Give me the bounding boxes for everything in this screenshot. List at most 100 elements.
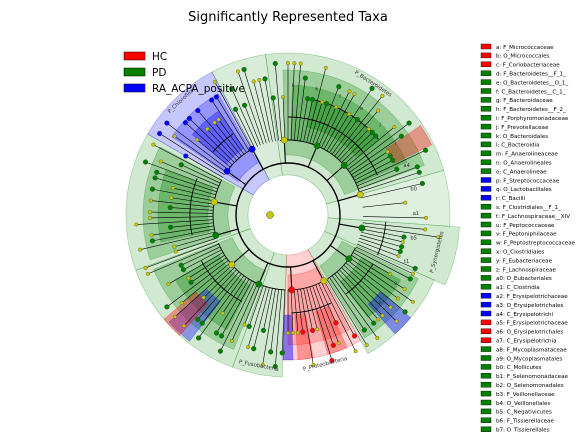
tree-node-11 (151, 142, 156, 147)
clade-letter-9: b5 (410, 235, 417, 241)
tree-node-34 (270, 95, 276, 101)
tree-node-140 (149, 233, 154, 238)
tree-branch-26 (235, 109, 255, 148)
tree-branch-75 (360, 234, 402, 248)
key-label-18: s: F_Clostridiales__F_1_ (496, 205, 561, 211)
tree-branch-67 (359, 172, 420, 193)
tree-node-119 (213, 330, 220, 336)
tree-branch-3 (171, 197, 214, 205)
tree-spoke-6 (337, 194, 361, 202)
clade-sector-15 (191, 110, 244, 164)
tree-node-4 (149, 186, 155, 192)
key-swatch-21 (480, 230, 492, 237)
tree-branch-28 (244, 105, 261, 146)
tree-branch-40 (297, 78, 306, 141)
tree-node-130 (186, 276, 191, 281)
legend-label-2: RA_ACPA_positive (152, 83, 245, 95)
tree-arc-4 (345, 263, 374, 295)
tree-node-107 (279, 350, 285, 356)
tree-node-1 (167, 205, 173, 211)
tree-branch-105 (290, 289, 294, 333)
tree-node-76 (397, 248, 403, 255)
taxa-key: a: F_Micrococcaceae b: O_Micrococcales c: … (480, 43, 576, 432)
tree-node-106 (286, 331, 290, 335)
tree-branch-141 (170, 222, 214, 228)
tree-node-133 (178, 262, 184, 268)
key-label-11: l: C_Bacteroidia (496, 143, 540, 149)
tree-node-24 (213, 94, 220, 100)
tree-branch-24 (216, 96, 250, 152)
key-swatch-37 (480, 373, 492, 379)
tree-branch-11 (153, 144, 222, 181)
tree-branch-29 (237, 71, 264, 145)
tree-node-103 (300, 329, 306, 335)
tree-branch-21 (214, 122, 242, 157)
tree-node-68 (419, 180, 425, 187)
tree-branch-124 (183, 269, 237, 327)
key-swatch-25 (480, 266, 492, 272)
tree-branch-128 (166, 260, 229, 308)
tree-node-97 (336, 341, 341, 346)
key-label-28: a2: F_Erysipelotrichaceae (496, 294, 568, 300)
tree-spoke-10 (290, 266, 293, 290)
clade-sector-2 (324, 217, 460, 286)
tree-node-50 (347, 112, 352, 117)
tree-branch-89 (336, 271, 379, 320)
tree-branch-84 (347, 260, 399, 299)
tree-spoke-9 (312, 260, 325, 282)
tree-branch-15 (166, 122, 229, 170)
tree-branch-43 (306, 67, 327, 143)
tree-arc-7 (218, 242, 261, 285)
key-swatch-2 (480, 61, 492, 67)
clade-sector-3 (307, 230, 435, 354)
inner-node-9 (320, 277, 328, 285)
tree-node-3 (169, 195, 174, 200)
key-label-17: r: C_Bacilli (496, 196, 526, 202)
tree-arc-10 (189, 178, 198, 236)
tree-branch-12 (185, 155, 224, 178)
inner-node-7 (358, 224, 366, 232)
tree-branch-47 (318, 107, 337, 147)
tree-branch-8 (145, 161, 218, 190)
tree-branch-32 (259, 79, 273, 142)
key-label-41: b5: C_Negativicutes (496, 410, 552, 416)
key-label-33: a7: C_Erysipelotrichia (496, 339, 557, 345)
tree-spoke-5 (326, 164, 345, 182)
tree-branch-4 (152, 188, 215, 202)
tree-branch-139 (152, 228, 215, 242)
tree-branch-103 (297, 289, 304, 333)
tree-branch-79 (355, 246, 413, 275)
tree-branch-101 (303, 288, 313, 331)
key-swatch-29 (480, 301, 492, 308)
tree-node-61 (385, 149, 390, 154)
tree-node-23 (209, 97, 215, 103)
inner-node-0 (210, 198, 218, 206)
tree-node-39 (298, 61, 303, 66)
tree-node-83 (410, 299, 415, 304)
tree-node-6 (152, 175, 158, 181)
inner-node-2 (248, 145, 256, 153)
tree-branch-92 (329, 277, 365, 331)
tree-node-91 (375, 336, 380, 340)
tree-node-125 (201, 295, 206, 300)
key-label-36: b0: C_Mollicutes (496, 365, 542, 371)
clade-sector-13 (287, 267, 350, 346)
tree-branch-120 (222, 277, 247, 314)
tree-arc-0 (280, 139, 360, 192)
tree-branch-19 (207, 128, 237, 161)
tree-branch-42 (303, 99, 313, 142)
tree-branch-46 (315, 86, 340, 146)
key-swatch-27 (480, 284, 492, 290)
key-label-31: a5: F_Erysipelotrichaceae (496, 321, 568, 327)
legend-swatch-2 (123, 83, 146, 93)
tree-nodes (134, 60, 441, 370)
tree-node-137 (172, 244, 177, 249)
tree-branch-53 (334, 95, 383, 157)
tree-node-17 (182, 120, 188, 126)
tree-branch-69 (362, 202, 406, 208)
key-swatch-31 (480, 319, 492, 326)
tree-node-8 (142, 159, 149, 165)
tree-branch-66 (358, 166, 418, 190)
tree-node-65 (394, 166, 400, 172)
